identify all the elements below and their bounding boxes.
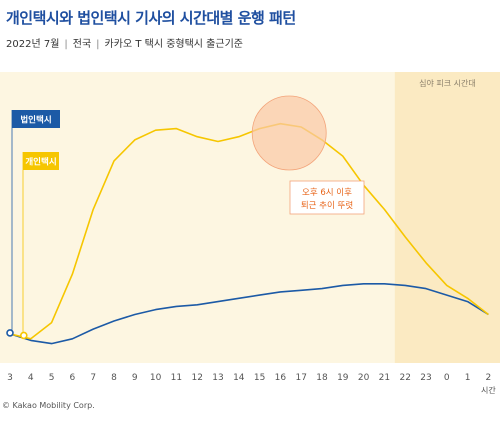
subtitle-date: 2022년 7월 (6, 39, 60, 50)
x-tick-label: 12 (191, 373, 202, 383)
x-tick-label: 17 (295, 373, 306, 383)
x-tick-label: 22 (399, 373, 410, 383)
x-tick-label: 5 (49, 373, 55, 383)
subtitle-basis: 카카오 T 택시 중형택시 출근기준 (104, 39, 243, 50)
series-2-start-marker (19, 331, 28, 340)
x-tick-label: 20 (358, 373, 370, 383)
series-line-1 (9, 283, 489, 345)
x-tick-label: 14 (233, 373, 245, 383)
x-tick-label: 15 (254, 373, 265, 383)
annotation-line-2: 퇴근 추이 뚜렷 (301, 200, 354, 211)
x-tick-label: 0 (444, 373, 450, 383)
legend-tag-1 (12, 110, 60, 128)
night-peak-band (394, 72, 500, 363)
night-peak-label: 심야 피크 시간대 (419, 78, 476, 88)
x-tick-label: 19 (337, 373, 349, 383)
x-tick-label: 4 (28, 373, 34, 383)
x-tick-label: 9 (132, 373, 138, 383)
x-tick-label: 1 (465, 373, 471, 383)
x-tick-label: 13 (212, 373, 223, 383)
x-tick-label: 6 (70, 373, 76, 383)
x-tick-label: 7 (90, 373, 96, 383)
x-tick-label: 21 (379, 373, 390, 383)
x-tick-label: 8 (111, 373, 117, 383)
annotation-box: 오후 6시 이후 퇴근 추이 뚜렷 (289, 180, 365, 215)
x-tick-label: 16 (275, 373, 287, 383)
x-axis-unit-label: 시간 (481, 385, 496, 395)
series-line-2 (9, 122, 489, 340)
x-tick-label: 3 (7, 373, 13, 383)
legend-tag-2 (23, 152, 59, 170)
series-layer (6, 122, 489, 345)
subtitle-separator: | (64, 39, 68, 50)
annotation-line-1: 오후 6시 이후 (302, 187, 352, 198)
x-tick-label: 11 (171, 373, 182, 383)
x-axis-ticks: 3 4 5 6 7 8 9 10 11 12 13 14 15 16 17 18 19 20 21 22 23 0 1 2 (7, 373, 491, 383)
legend-label-2: 개인택시 (25, 157, 56, 168)
page-subtitle: 2022년 7월 | 전국 | 카카오 T 택시 중형택시 출근기준 (6, 35, 243, 50)
x-tick-label: 2 (486, 373, 492, 383)
x-tick-label: 23 (420, 373, 431, 383)
x-tick-label: 10 (150, 373, 162, 383)
annotation-highlight-circle (251, 95, 327, 171)
copyright-credit: © Kakao Mobility Corp. (2, 401, 95, 410)
x-tick-label: 18 (316, 373, 328, 383)
legend-label-1: 법인택시 (20, 115, 51, 126)
series-1-start-marker (6, 329, 14, 337)
subtitle-region: 전국 (72, 39, 92, 50)
subtitle-separator: | (96, 39, 100, 50)
page-title: 개인택시와 법인택시 기사의 시간대별 운행 패턴 (6, 9, 296, 27)
